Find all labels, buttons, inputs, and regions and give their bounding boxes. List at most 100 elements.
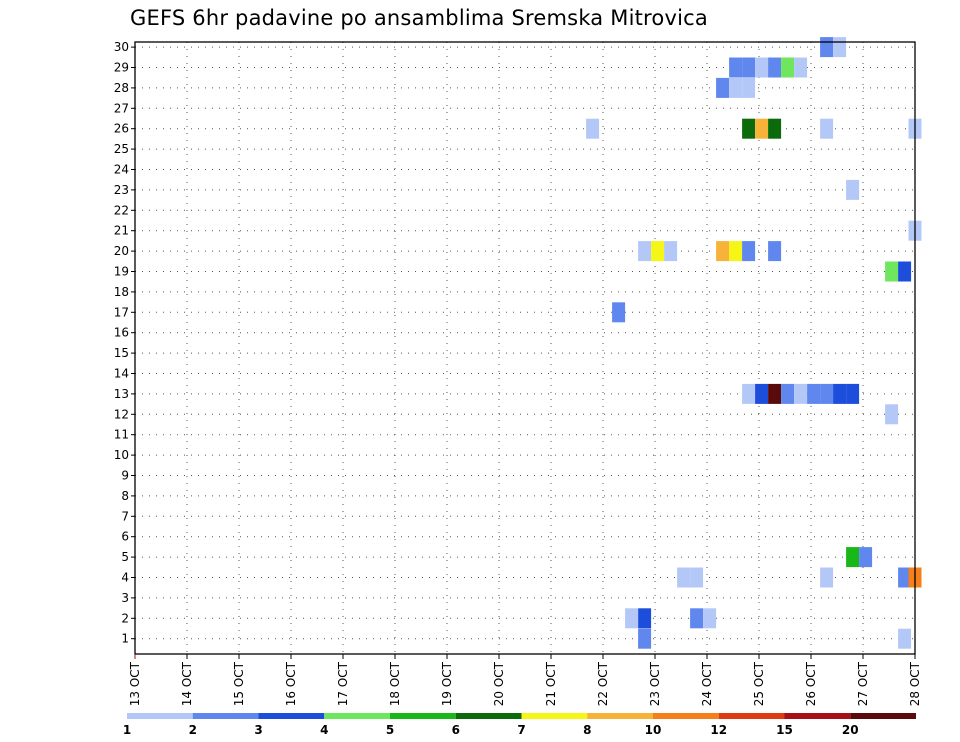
colorbar-segment bbox=[718, 713, 785, 719]
heatmap-cell bbox=[742, 241, 756, 262]
y-tick-label: 27 bbox=[114, 101, 129, 115]
heatmap-cell bbox=[638, 241, 652, 262]
y-tick-label: 6 bbox=[121, 530, 129, 544]
heatmap-cell bbox=[716, 77, 730, 98]
heatmap-cell bbox=[638, 628, 652, 649]
colorbar-label: 15 bbox=[776, 723, 793, 737]
heatmap-cell bbox=[898, 567, 912, 588]
heatmap-cell bbox=[846, 383, 860, 404]
y-tick-label: 21 bbox=[114, 224, 129, 238]
heatmap-cell bbox=[625, 608, 639, 629]
x-tick-label: 19 OCT bbox=[440, 661, 454, 706]
x-tick-label: 23 OCT bbox=[648, 661, 662, 706]
y-tick-label: 9 bbox=[121, 469, 129, 483]
x-tick-label: 27 OCT bbox=[856, 661, 870, 706]
x-tick-label: 16 OCT bbox=[284, 661, 298, 706]
heatmap-cell bbox=[586, 118, 600, 139]
heatmap-cell bbox=[885, 404, 899, 425]
heatmap-cell bbox=[716, 241, 730, 262]
colorbar-label: 10 bbox=[645, 723, 662, 737]
y-tick-label: 28 bbox=[114, 81, 129, 95]
heatmap-cell bbox=[807, 383, 821, 404]
y-tick-label: 18 bbox=[114, 285, 129, 299]
heatmap-cell bbox=[820, 37, 834, 58]
heatmap-cell bbox=[651, 241, 665, 262]
colorbar-segment bbox=[521, 713, 588, 719]
y-tick-label: 1 bbox=[121, 632, 129, 646]
heatmap-cell bbox=[768, 118, 782, 139]
plot-frame bbox=[134, 41, 916, 655]
heatmap-cell bbox=[781, 383, 795, 404]
y-tick-label: 25 bbox=[114, 142, 129, 156]
x-tick-label: 22 OCT bbox=[596, 661, 610, 706]
heatmap-cell bbox=[794, 383, 808, 404]
colorbar-segment bbox=[192, 713, 259, 719]
colorbar-label: 4 bbox=[320, 723, 328, 737]
x-tick-label: 24 OCT bbox=[700, 661, 714, 706]
heatmap-cell bbox=[703, 608, 717, 629]
x-tick-label: 21 OCT bbox=[544, 661, 558, 706]
heatmap-cell bbox=[742, 77, 756, 98]
x-tick-label: 20 OCT bbox=[492, 661, 506, 706]
colorbar-label: 20 bbox=[842, 723, 859, 737]
colorbar-segment bbox=[258, 713, 325, 719]
x-tick-label: 14 OCT bbox=[180, 661, 194, 706]
colorbar-label: 5 bbox=[386, 723, 394, 737]
heatmap-cell bbox=[820, 567, 834, 588]
x-tick-label: 28 OCT bbox=[908, 661, 922, 706]
x-tick-label: 26 OCT bbox=[804, 661, 818, 706]
x-tick-label: 17 OCT bbox=[336, 661, 350, 706]
y-tick-label: 26 bbox=[114, 122, 129, 136]
heatmap-cell bbox=[781, 57, 795, 78]
colorbar-label: 8 bbox=[583, 723, 591, 737]
colorbar-label: 7 bbox=[517, 723, 525, 737]
heatmap-cell bbox=[729, 241, 743, 262]
y-tick-label: 8 bbox=[121, 489, 129, 503]
y-tick-label: 2 bbox=[121, 611, 129, 625]
heatmap-cell bbox=[690, 567, 704, 588]
y-tick-label: 3 bbox=[121, 591, 129, 605]
colorbar-segment bbox=[127, 713, 193, 719]
heatmap-cell bbox=[846, 179, 860, 200]
heatmap-cell bbox=[755, 383, 769, 404]
y-tick-label: 4 bbox=[121, 571, 129, 585]
y-tick-label: 10 bbox=[114, 448, 129, 462]
heatmap-cell bbox=[690, 608, 704, 629]
x-tick-label: 15 OCT bbox=[232, 661, 246, 706]
heatmap-cell bbox=[885, 261, 899, 282]
colorbar-segment bbox=[850, 713, 916, 719]
y-tick-label: 7 bbox=[121, 509, 129, 523]
heatmap-cell bbox=[898, 261, 912, 282]
heatmap-cell bbox=[833, 37, 847, 58]
heatmap-cell bbox=[729, 77, 743, 98]
heatmap-cell bbox=[742, 57, 756, 78]
colorbar-segment bbox=[390, 713, 456, 719]
y-tick-label: 24 bbox=[114, 163, 129, 177]
y-tick-label: 29 bbox=[114, 61, 129, 75]
heatmap-cell bbox=[859, 547, 873, 568]
heatmap-cell bbox=[677, 567, 691, 588]
chart-title: GEFS 6hr padavine po ansamblima Sremska … bbox=[130, 6, 708, 30]
heatmap-cell bbox=[820, 383, 834, 404]
x-tick-label: 25 OCT bbox=[752, 661, 766, 706]
heatmap-cell bbox=[846, 547, 860, 568]
y-tick-label: 17 bbox=[114, 305, 129, 319]
heatmap-cell bbox=[755, 118, 769, 139]
heatmap-cell bbox=[794, 57, 808, 78]
y-tick-label: 15 bbox=[114, 346, 129, 360]
heatmap-cell bbox=[768, 241, 782, 262]
heatmap-cell bbox=[898, 628, 912, 649]
heatmap-cell bbox=[638, 608, 652, 629]
colorbar-label: 12 bbox=[710, 723, 727, 737]
y-tick-label: 19 bbox=[114, 265, 129, 279]
y-tick-label: 30 bbox=[114, 40, 129, 54]
y-tick-label: 22 bbox=[114, 203, 129, 217]
y-tick-label: 11 bbox=[114, 428, 129, 442]
heatmap-cell bbox=[742, 383, 756, 404]
heatmap-cell bbox=[729, 57, 743, 78]
heatmap-cell bbox=[612, 302, 626, 323]
colorbar-label: 2 bbox=[189, 723, 197, 737]
colorbar-segment bbox=[784, 713, 851, 719]
x-tick-label: 13 OCT bbox=[128, 661, 142, 706]
